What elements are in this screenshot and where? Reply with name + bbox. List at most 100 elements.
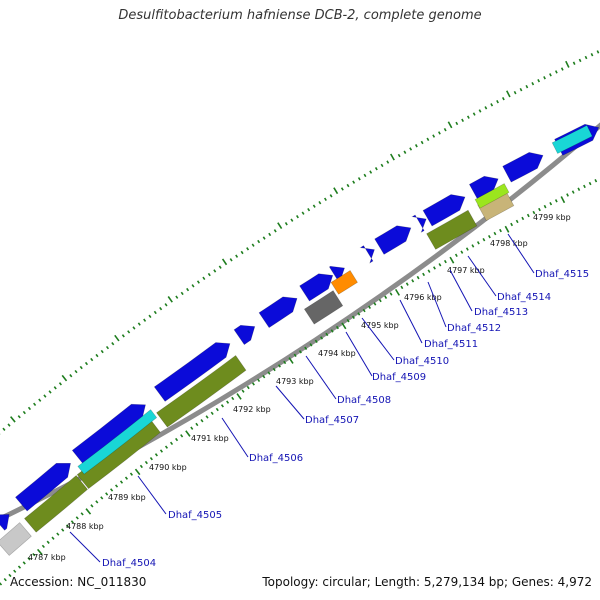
inner-tick	[70, 520, 74, 524]
inner-tick	[144, 460, 148, 465]
inner-tick	[3, 577, 7, 582]
leader-line	[221, 417, 249, 458]
forward-cds	[502, 152, 544, 183]
inner-tick	[571, 190, 575, 194]
inner-tick	[246, 385, 250, 390]
inner-tick	[277, 364, 281, 368]
inner-tick	[438, 263, 442, 267]
outer-tick	[17, 415, 21, 419]
inner-tick	[493, 231, 497, 236]
outer-tick	[537, 79, 541, 83]
outer-tick	[90, 357, 94, 362]
inner-tick	[465, 247, 469, 251]
gene-label-dhaf-4515: Dhaf_4515	[535, 269, 589, 280]
gene-label-dhaf-4509: Dhaf_4509	[372, 372, 426, 383]
outer-tick	[397, 153, 401, 158]
inner-tick	[114, 484, 119, 488]
inner-tick	[400, 285, 404, 290]
inner-tick	[22, 561, 26, 565]
outer-tick	[27, 406, 32, 411]
inner-tick	[17, 565, 22, 569]
leader-line	[137, 475, 167, 515]
inner-tick	[220, 404, 224, 408]
reverse-cds-olive	[426, 209, 478, 250]
kbp-label: 4787 kbp	[28, 553, 66, 562]
inner-tick	[368, 305, 371, 309]
outer-tick	[273, 229, 277, 233]
kbp-label: 4791 kbp	[191, 434, 229, 443]
inner-tick	[134, 468, 141, 476]
outer-tick	[48, 390, 52, 394]
outer-tick	[251, 243, 255, 247]
outer-tick	[175, 295, 179, 299]
leader-line	[427, 281, 447, 328]
outer-tick	[490, 103, 494, 107]
outer-tick	[153, 310, 157, 315]
outer-tick	[324, 197, 327, 201]
outer-tick	[572, 61, 576, 65]
inner-tick	[304, 346, 308, 351]
outer-tick	[121, 334, 125, 338]
kbp-label: 4799 kbp	[533, 213, 571, 222]
inner-tick	[411, 279, 415, 283]
forward-cds	[411, 214, 427, 233]
outer-tick	[10, 416, 16, 423]
leader-line	[467, 255, 497, 297]
gene-label-dhaf-4511: Dhaf_4511	[424, 339, 478, 350]
inner-tick	[309, 343, 313, 347]
outer-tick	[148, 314, 152, 319]
outer-tick	[257, 239, 261, 244]
genome-backbone	[0, 122, 600, 522]
outer-tick	[312, 204, 316, 208]
leader-line	[305, 355, 337, 400]
inner-tick	[449, 256, 455, 264]
forward-cds	[0, 514, 10, 531]
outer-tick	[191, 284, 195, 288]
inner-tick	[46, 540, 50, 544]
outer-tick	[380, 163, 384, 168]
inner-tick	[257, 378, 261, 382]
leader-line	[69, 531, 101, 563]
gene-label-leaders	[69, 233, 535, 563]
inner-tick	[362, 308, 366, 313]
inner-tick	[583, 184, 586, 189]
kbp-label: 4798 kbp	[490, 239, 528, 248]
inner-tick	[180, 434, 184, 438]
outer-tick	[329, 194, 333, 198]
gene-label-dhaf-4504: Dhaf_4504	[102, 558, 156, 569]
outer-tick-ring	[0, 50, 600, 435]
gene-label-dhaf-4508: Dhaf_4508	[337, 395, 391, 406]
forward-strand-features	[0, 123, 600, 531]
outer-tick	[69, 373, 73, 378]
inner-tick	[236, 393, 242, 400]
inner-tick	[341, 322, 347, 330]
outer-tick	[105, 345, 110, 350]
inner-tick	[61, 528, 65, 532]
outer-tick	[447, 121, 453, 129]
outer-tick	[531, 81, 535, 86]
inner-tick-ring	[0, 179, 598, 586]
inner-tick	[51, 536, 55, 540]
kbp-label: 4788 kbp	[66, 522, 104, 531]
inner-tick	[95, 500, 99, 504]
outer-tick	[496, 100, 499, 104]
inner-tick	[378, 298, 382, 303]
inner-tick	[85, 508, 92, 515]
inner-tick	[100, 496, 104, 500]
outer-tick	[390, 153, 395, 161]
inner-tick	[504, 225, 510, 233]
inner-tick	[594, 179, 598, 183]
feature-orange	[330, 270, 358, 295]
outer-tick	[357, 177, 361, 181]
inner-tick	[272, 367, 276, 372]
outer-tick	[127, 330, 131, 334]
forward-cds	[359, 245, 375, 264]
inner-tick	[515, 219, 519, 224]
leader-line	[275, 385, 305, 420]
inner-tick	[543, 204, 547, 209]
inner-tick	[320, 336, 324, 340]
reverse-cds-olive	[156, 355, 247, 428]
gene-label-dhaf-4513: Dhaf_4513	[474, 307, 528, 318]
outer-tick	[506, 90, 511, 98]
outer-tick	[578, 58, 582, 63]
